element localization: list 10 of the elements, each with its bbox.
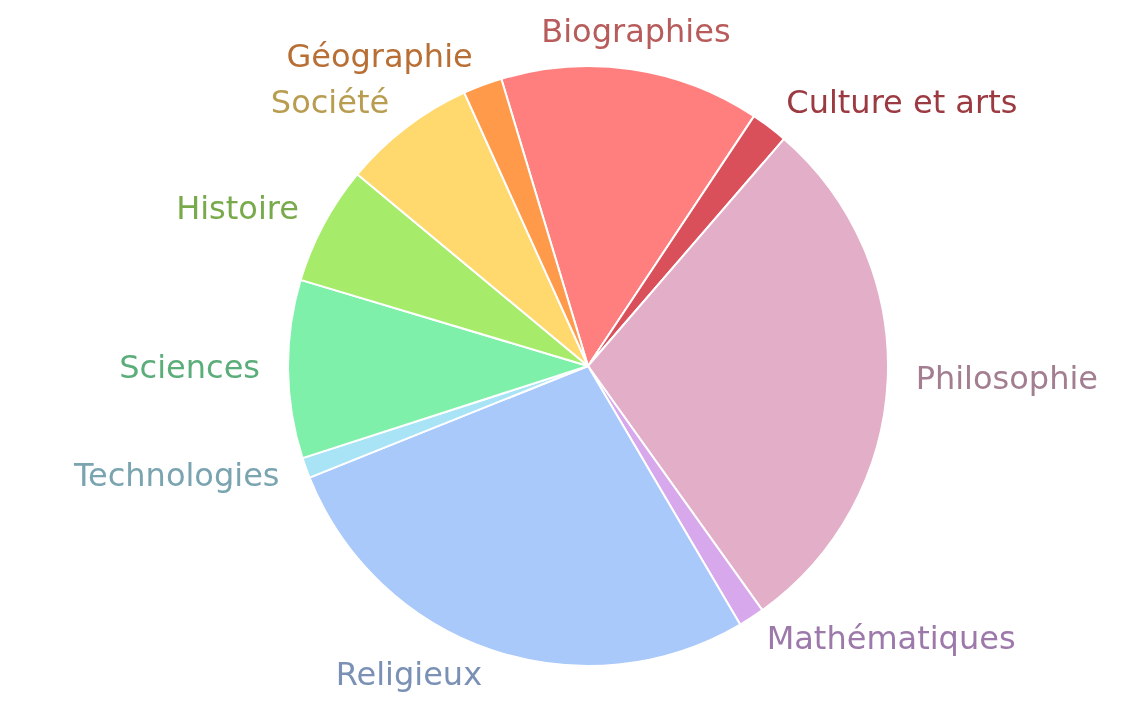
slice-label: Culture et arts <box>786 83 1018 122</box>
slice-label: Philosophie <box>915 359 1099 398</box>
slice-label: Technologies <box>72 455 280 494</box>
slice-label: Mathématiques <box>766 619 1016 658</box>
slice-label: Sciences <box>119 347 261 386</box>
slice-label: Société <box>270 83 390 122</box>
slice-label: Histoire <box>176 189 299 228</box>
slice-label: Biographies <box>541 11 731 50</box>
slice-label: Religieux <box>335 654 483 693</box>
slice-label: Géographie <box>286 37 473 76</box>
